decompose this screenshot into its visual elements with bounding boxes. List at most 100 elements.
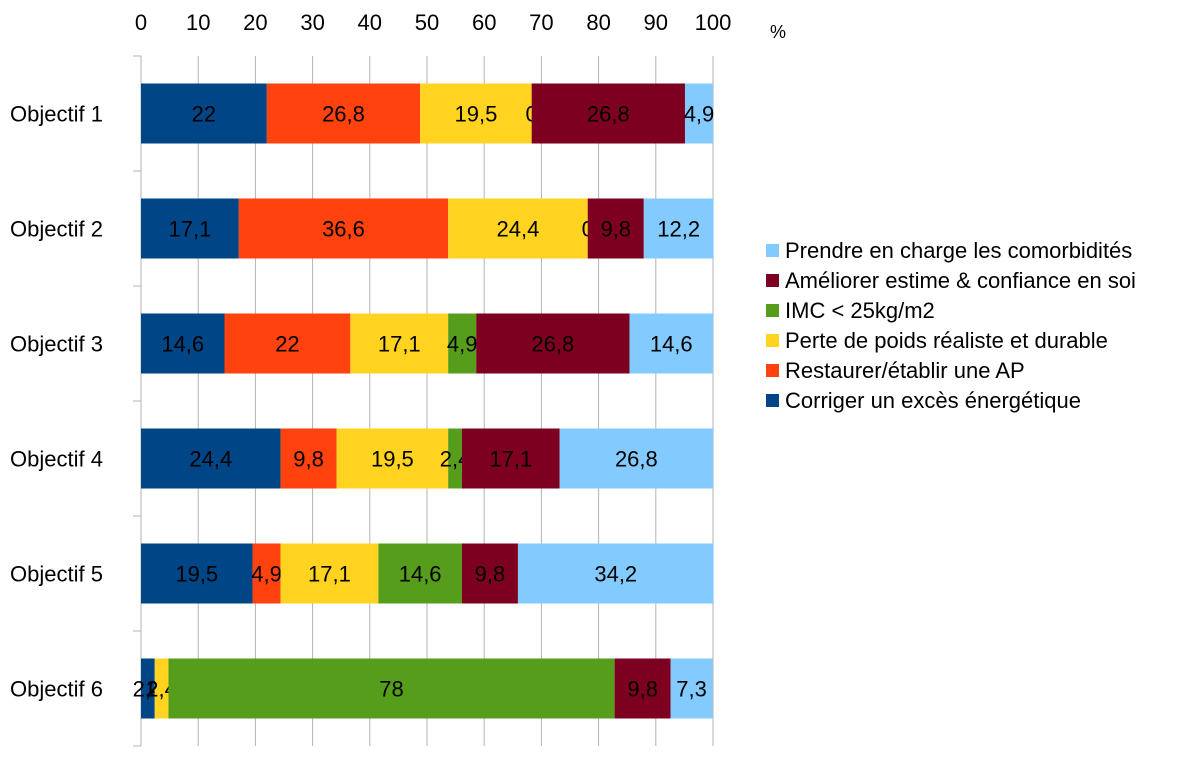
bar-segment-obj3-s5 xyxy=(476,313,630,374)
legend-item-1: Corriger un excès énergétique xyxy=(766,388,1181,414)
x-tick-label-9: 90 xyxy=(644,10,668,35)
bar-segment-obj5-s2 xyxy=(252,543,281,604)
data-label-obj3-s3: 17,1 xyxy=(378,332,421,357)
data-label-obj2-s1: 17,1 xyxy=(168,217,211,242)
bar-segment-obj2-s6 xyxy=(643,198,714,259)
legend-label-3: Perte de poids réaliste et durable xyxy=(785,328,1108,353)
data-label-obj1-s3: 19,5 xyxy=(454,102,497,127)
data-label-obj1-s2: 26,8 xyxy=(322,102,365,127)
category-label-1: Objectif 1 xyxy=(10,102,103,127)
x-tick-label-1: 10 xyxy=(186,10,210,35)
bar-segment-obj6-s6 xyxy=(670,658,713,719)
legend-swatch-1 xyxy=(766,394,779,407)
bar-segment-obj1-s1 xyxy=(141,83,267,144)
bar-segment-obj6-s1 xyxy=(141,658,155,719)
bar-segment-obj2-s5 xyxy=(587,198,644,259)
bar-segment-obj3-s2 xyxy=(224,313,351,374)
bar-segment-obj4-s5 xyxy=(461,428,560,489)
data-label-obj2-s3: 24,4 xyxy=(497,217,540,242)
legend-swatch-3 xyxy=(766,334,779,347)
bar-segment-obj2-s2 xyxy=(238,198,449,259)
legend-swatch-6 xyxy=(766,244,779,257)
legend-item-3: Perte de poids réaliste et durable xyxy=(766,328,1181,354)
bar-segment-obj5-s4 xyxy=(378,543,462,604)
data-label-obj1-s1: 22 xyxy=(192,102,216,127)
x-tick-label-8: 80 xyxy=(586,10,610,35)
category-label-4: Objectif 4 xyxy=(10,447,103,472)
data-label-obj5-s1: 19,5 xyxy=(175,562,218,587)
data-label-obj4-s1: 24,4 xyxy=(189,447,232,472)
data-label-obj3-s5: 26,8 xyxy=(531,332,574,357)
data-label-obj3-s4: 4,9 xyxy=(447,332,478,357)
data-label-obj5-s3: 17,1 xyxy=(308,562,351,587)
bar-segment-obj4-s2 xyxy=(280,428,337,489)
data-label-obj6-s4: 78 xyxy=(379,677,403,702)
bar-segment-obj2-s3 xyxy=(448,198,588,259)
legend-item-6: Prendre en charge les comorbidités xyxy=(766,238,1181,264)
data-label-obj2-s5: 9,8 xyxy=(600,217,631,242)
chart-legend: Prendre en charge les comorbidités Amélio… xyxy=(766,238,1181,418)
x-tick-label-10: 100 xyxy=(695,10,732,35)
bar-segment-obj4-s6 xyxy=(559,428,713,489)
legend-swatch-5 xyxy=(766,274,779,287)
bar-segment-obj5-s6 xyxy=(517,543,714,604)
bar-segment-obj6-s3 xyxy=(154,658,169,719)
legend-label-1: Corriger un excès énergétique xyxy=(785,388,1081,413)
category-label-5: Objectif 5 xyxy=(10,562,103,587)
x-tick-label-6: 60 xyxy=(472,10,496,35)
data-label-obj2-s6: 12,2 xyxy=(657,217,700,242)
data-label-obj3-s2: 22 xyxy=(275,332,299,357)
legend-item-5: Améliorer estime & confiance en soi xyxy=(766,268,1181,294)
data-label-obj1-s6: 4,9 xyxy=(684,102,715,127)
bar-segment-obj5-s1 xyxy=(141,543,253,604)
legend-label-4: IMC < 25kg/m2 xyxy=(785,298,935,323)
legend-label-6: Prendre en charge les comorbidités xyxy=(785,238,1133,263)
legend-item-4: IMC < 25kg/m2 xyxy=(766,298,1181,324)
data-label-obj5-s2: 4,9 xyxy=(251,562,282,587)
data-label-obj1-s5: 26,8 xyxy=(587,102,630,127)
legend-swatch-4 xyxy=(766,304,779,317)
data-label-obj5-s6: 34,2 xyxy=(594,562,637,587)
data-label-obj6-s6: 7,3 xyxy=(676,677,707,702)
bar-segment-obj1-s3 xyxy=(420,83,532,144)
x-tick-label-2: 20 xyxy=(243,10,267,35)
legend-label-5: Améliorer estime & confiance en soi xyxy=(785,268,1136,293)
data-label-obj5-s4: 14,6 xyxy=(399,562,442,587)
data-label-obj4-s3: 19,5 xyxy=(371,447,414,472)
data-label-obj2-s2: 36,6 xyxy=(322,217,365,242)
legend-item-2: Restaurer/établir une AP xyxy=(766,358,1181,384)
bar-segment-obj5-s5 xyxy=(461,543,518,604)
x-tick-label-4: 40 xyxy=(358,10,382,35)
category-label-6: Objectif 6 xyxy=(10,677,103,702)
bar-segment-obj4-s1 xyxy=(141,428,281,489)
legend-swatch-2 xyxy=(766,364,779,377)
bar-segment-obj4-s3 xyxy=(336,428,449,489)
bar-segment-obj4-s4 xyxy=(448,428,462,489)
bar-segment-obj1-s5 xyxy=(531,83,685,144)
data-label-obj4-s6: 26,8 xyxy=(615,447,658,472)
bar-segment-obj6-s5 xyxy=(614,658,671,719)
x-unit-label: % xyxy=(770,22,786,42)
category-label-3: Objectif 3 xyxy=(10,332,103,357)
bar-segment-obj3-s4 xyxy=(448,313,477,374)
bar-segment-obj3-s1 xyxy=(141,313,225,374)
bar-segment-obj1-s2 xyxy=(266,83,421,144)
bar-segment-obj2-s1 xyxy=(141,198,239,259)
data-label-obj3-s1: 14,6 xyxy=(161,332,204,357)
bar-segment-obj5-s3 xyxy=(280,543,379,604)
data-label-obj6-s5: 9,8 xyxy=(627,677,658,702)
category-label-2: Objectif 2 xyxy=(10,217,103,242)
x-tick-label-3: 30 xyxy=(300,10,324,35)
x-tick-label-5: 50 xyxy=(415,10,439,35)
bar-segment-obj6-s4 xyxy=(168,658,615,719)
bar-segment-obj3-s6 xyxy=(629,313,713,374)
bar-segment-obj3-s3 xyxy=(350,313,449,374)
data-label-obj4-s2: 9,8 xyxy=(293,447,324,472)
legend-label-2: Restaurer/établir une AP xyxy=(785,358,1025,383)
data-label-obj4-s5: 17,1 xyxy=(489,447,532,472)
bar-segment-obj1-s6 xyxy=(684,83,713,144)
data-label-obj5-s5: 9,8 xyxy=(475,562,506,587)
data-label-obj3-s6: 14,6 xyxy=(650,332,693,357)
